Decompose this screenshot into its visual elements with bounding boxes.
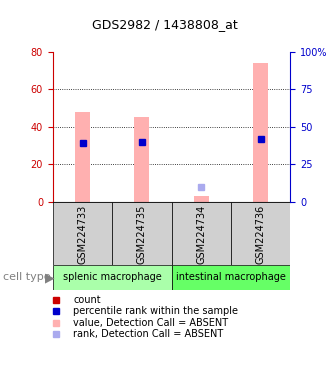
Bar: [53, 265, 172, 290]
Text: cell type: cell type: [3, 272, 51, 283]
Bar: [53, 202, 112, 265]
Bar: [253, 63, 268, 202]
Bar: [135, 118, 149, 202]
Text: percentile rank within the sample: percentile rank within the sample: [73, 306, 238, 316]
Text: ▶: ▶: [45, 271, 54, 284]
Bar: [112, 202, 172, 265]
Text: intestinal macrophage: intestinal macrophage: [176, 272, 286, 283]
Bar: [172, 265, 290, 290]
Text: GSM224733: GSM224733: [78, 205, 87, 264]
Bar: [231, 202, 290, 265]
Bar: [172, 202, 231, 265]
Text: splenic macrophage: splenic macrophage: [63, 272, 162, 283]
Text: value, Detection Call = ABSENT: value, Detection Call = ABSENT: [73, 318, 228, 328]
Text: GSM224736: GSM224736: [256, 205, 266, 264]
Text: rank, Detection Call = ABSENT: rank, Detection Call = ABSENT: [73, 329, 223, 339]
Text: GSM224734: GSM224734: [196, 205, 206, 264]
Text: GDS2982 / 1438808_at: GDS2982 / 1438808_at: [92, 18, 238, 31]
Bar: [75, 112, 90, 202]
Bar: [194, 196, 209, 202]
Text: count: count: [73, 295, 101, 305]
Text: GSM224735: GSM224735: [137, 205, 147, 264]
